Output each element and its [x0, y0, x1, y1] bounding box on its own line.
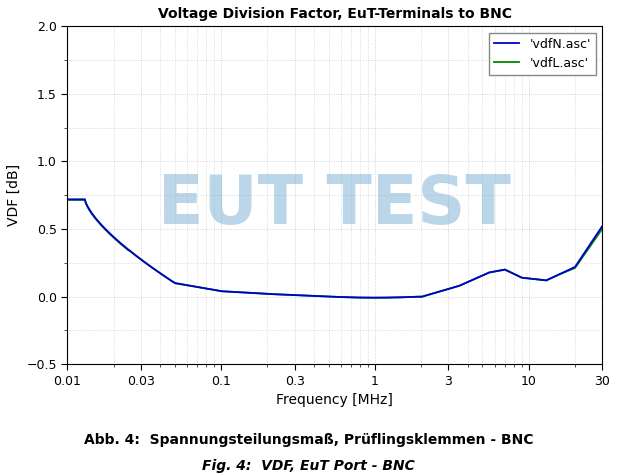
Y-axis label: VDF [dB]: VDF [dB]: [7, 164, 21, 226]
Legend: 'vdfN.asc', 'vdfL.asc': 'vdfN.asc', 'vdfL.asc': [489, 32, 596, 75]
Text: Fig. 4:  VDF, EuT Port - BNC: Fig. 4: VDF, EuT Port - BNC: [202, 458, 415, 473]
'vdfN.asc': [157, 270, 164, 276]
'vdfL.asc': [531, 276, 538, 282]
'vdfN.asc': [269, 291, 276, 297]
'vdfN.asc': [125, 247, 132, 252]
'vdfL.asc': [598, 226, 606, 232]
Line: 'vdfL.asc': 'vdfL.asc': [67, 200, 602, 298]
Title: Voltage Division Factor, EuT-Terminals to BNC: Voltage Division Factor, EuT-Terminals t…: [158, 7, 511, 21]
'vdfL.asc': [292, 292, 299, 298]
'vdfL.asc': [588, 241, 595, 247]
'vdfL.asc': [64, 197, 71, 203]
'vdfN.asc': [292, 292, 299, 298]
'vdfL.asc': [125, 248, 132, 253]
Text: EUT TEST: EUT TEST: [159, 172, 511, 238]
X-axis label: Frequency [MHz]: Frequency [MHz]: [276, 393, 393, 407]
Line: 'vdfN.asc': 'vdfN.asc': [67, 199, 602, 298]
'vdfN.asc': [64, 197, 71, 202]
'vdfN.asc': [598, 223, 606, 229]
'vdfL.asc': [269, 291, 276, 297]
'vdfN.asc': [588, 239, 595, 245]
'vdfL.asc': [371, 295, 379, 300]
'vdfN.asc': [531, 276, 538, 282]
'vdfN.asc': [371, 295, 379, 300]
'vdfL.asc': [157, 270, 164, 276]
Text: Abb. 4:  Spannungsteilungsmaß, Prüflingsklemmen - BNC: Abb. 4: Spannungsteilungsmaß, Prüflingsk…: [84, 433, 533, 447]
